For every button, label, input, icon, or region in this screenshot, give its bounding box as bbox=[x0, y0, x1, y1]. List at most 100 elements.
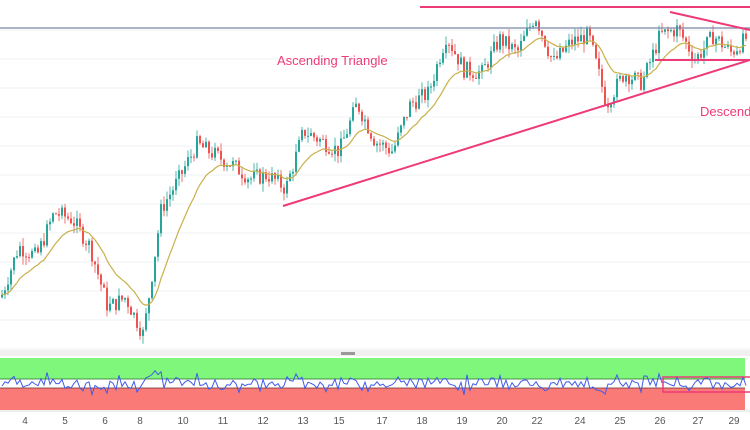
pane-resize-handle[interactable] bbox=[341, 352, 355, 355]
candle-body bbox=[199, 136, 201, 144]
candle-body bbox=[586, 28, 588, 45]
candle-body bbox=[226, 165, 228, 167]
candle-body bbox=[151, 281, 153, 299]
candle-body bbox=[448, 44, 450, 46]
candle-body bbox=[61, 207, 63, 216]
candle-body bbox=[94, 261, 96, 265]
candle-body bbox=[82, 226, 84, 244]
candle-body bbox=[4, 290, 6, 295]
candle-body bbox=[553, 55, 555, 58]
candle-body bbox=[469, 61, 471, 76]
candle-body bbox=[652, 49, 654, 63]
x-tick-label: 22 bbox=[531, 416, 543, 427]
candle-body bbox=[424, 89, 426, 100]
candle-body bbox=[52, 213, 54, 222]
candle-body bbox=[34, 247, 36, 252]
candle-body bbox=[688, 41, 690, 52]
candle-body bbox=[430, 86, 432, 88]
candle-body bbox=[46, 224, 48, 246]
candle-body bbox=[115, 299, 117, 311]
candle-body bbox=[178, 170, 180, 179]
x-tick-label: 20 bbox=[496, 416, 508, 427]
candle-body bbox=[166, 199, 168, 211]
candle-body bbox=[205, 141, 207, 148]
x-tick-label: 6 bbox=[102, 416, 108, 427]
candle-body bbox=[595, 44, 597, 59]
annotation-descending: Descending bbox=[700, 104, 750, 119]
candle-body bbox=[289, 173, 291, 182]
candle-body bbox=[148, 298, 150, 314]
candle-body bbox=[745, 33, 747, 39]
x-tick-label: 29 bbox=[728, 416, 740, 427]
candle-body bbox=[262, 172, 264, 184]
candle-body bbox=[268, 179, 270, 182]
candle-body bbox=[511, 43, 513, 50]
oscillator-highlight-box bbox=[662, 376, 750, 393]
candle-body bbox=[541, 30, 543, 36]
x-tick-label: 12 bbox=[257, 416, 269, 427]
candle-body bbox=[250, 178, 252, 180]
candle-body bbox=[196, 136, 198, 158]
candle-body bbox=[451, 45, 453, 52]
candle-body bbox=[436, 64, 438, 81]
candle-body bbox=[172, 190, 174, 195]
candle-body bbox=[1, 294, 3, 298]
candle-body bbox=[283, 187, 285, 194]
candle-body bbox=[409, 101, 411, 117]
candle-body bbox=[229, 165, 231, 167]
candle-body bbox=[232, 161, 234, 167]
oversold-zone bbox=[0, 388, 745, 410]
descending-triangle-top-line bbox=[669, 11, 750, 31]
candle-body bbox=[529, 26, 531, 28]
candle-body bbox=[88, 240, 90, 246]
candle-body bbox=[664, 29, 666, 32]
candle-body bbox=[139, 327, 141, 336]
candle-body bbox=[697, 54, 699, 61]
candle-body bbox=[661, 30, 663, 32]
candle-body bbox=[286, 181, 288, 194]
candle-body bbox=[721, 36, 723, 48]
candle-body bbox=[64, 207, 66, 217]
candle-body bbox=[145, 313, 147, 330]
candle-body bbox=[496, 41, 498, 50]
candle-body bbox=[520, 40, 522, 51]
candle-body bbox=[154, 256, 156, 282]
candle-body bbox=[544, 35, 546, 47]
candle-body bbox=[730, 45, 732, 52]
candle-body bbox=[277, 174, 279, 179]
candle-body bbox=[742, 33, 744, 53]
candle-body bbox=[622, 75, 624, 82]
x-tick-label: 15 bbox=[333, 416, 345, 427]
candle-body bbox=[313, 133, 315, 138]
candle-body bbox=[307, 135, 309, 137]
candle-body bbox=[628, 75, 630, 85]
candle-body bbox=[79, 218, 81, 227]
candle-body bbox=[598, 58, 600, 70]
candle-body bbox=[487, 64, 489, 68]
candle-body bbox=[280, 174, 282, 188]
candle-body bbox=[484, 64, 486, 66]
candle-body bbox=[703, 48, 705, 58]
candles bbox=[1, 18, 747, 344]
annotation-ascending-triangle: Ascending Triangle bbox=[277, 53, 388, 68]
candle-body bbox=[505, 36, 507, 46]
candle-body bbox=[109, 303, 111, 311]
candle-body bbox=[49, 221, 51, 225]
x-tick-label: 25 bbox=[614, 416, 626, 427]
candle-body bbox=[319, 138, 321, 142]
candle-body bbox=[343, 137, 345, 139]
candle-body bbox=[592, 35, 594, 45]
candle-body bbox=[610, 104, 612, 108]
candle-body bbox=[640, 72, 642, 90]
candle-body bbox=[241, 174, 243, 179]
candle-body bbox=[439, 62, 441, 65]
x-tick-label: 10 bbox=[177, 416, 189, 427]
candle-body bbox=[691, 51, 693, 61]
candle-body bbox=[340, 138, 342, 157]
candle-body bbox=[490, 51, 492, 68]
oscillator-line bbox=[1, 369, 747, 397]
candle-body bbox=[271, 173, 273, 182]
candle-body bbox=[478, 71, 480, 79]
candle-body bbox=[625, 75, 627, 82]
candle-body bbox=[328, 152, 330, 154]
